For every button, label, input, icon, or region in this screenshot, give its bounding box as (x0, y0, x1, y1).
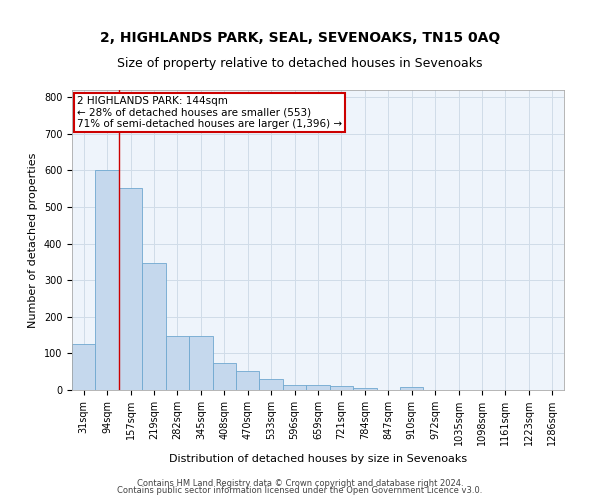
Text: Contains public sector information licensed under the Open Government Licence v3: Contains public sector information licen… (118, 486, 482, 495)
Text: 2, HIGHLANDS PARK, SEAL, SEVENOAKS, TN15 0AQ: 2, HIGHLANDS PARK, SEAL, SEVENOAKS, TN15… (100, 31, 500, 45)
Bar (95, 170, 119, 390)
Bar (400, 387, 424, 390)
Bar (330, 386, 353, 390)
Text: Size of property relative to detached houses in Sevenoaks: Size of property relative to detached ho… (117, 57, 483, 70)
Bar (353, 388, 377, 390)
Y-axis label: Number of detached properties: Number of detached properties (28, 152, 38, 328)
X-axis label: Distribution of detached houses by size in Sevenoaks: Distribution of detached houses by size … (169, 454, 467, 464)
Bar (119, 188, 142, 390)
Bar (236, 370, 259, 390)
Bar (166, 336, 189, 390)
Bar (212, 362, 236, 390)
Bar (72, 344, 95, 390)
Text: 2 HIGHLANDS PARK: 144sqm
← 28% of detached houses are smaller (553)
71% of semi-: 2 HIGHLANDS PARK: 144sqm ← 28% of detach… (77, 96, 342, 129)
Bar (259, 379, 283, 390)
Bar (306, 385, 330, 390)
Text: Contains HM Land Registry data © Crown copyright and database right 2024.: Contains HM Land Registry data © Crown c… (137, 478, 463, 488)
Bar (142, 262, 166, 390)
Bar (283, 384, 306, 390)
Bar (189, 336, 212, 390)
